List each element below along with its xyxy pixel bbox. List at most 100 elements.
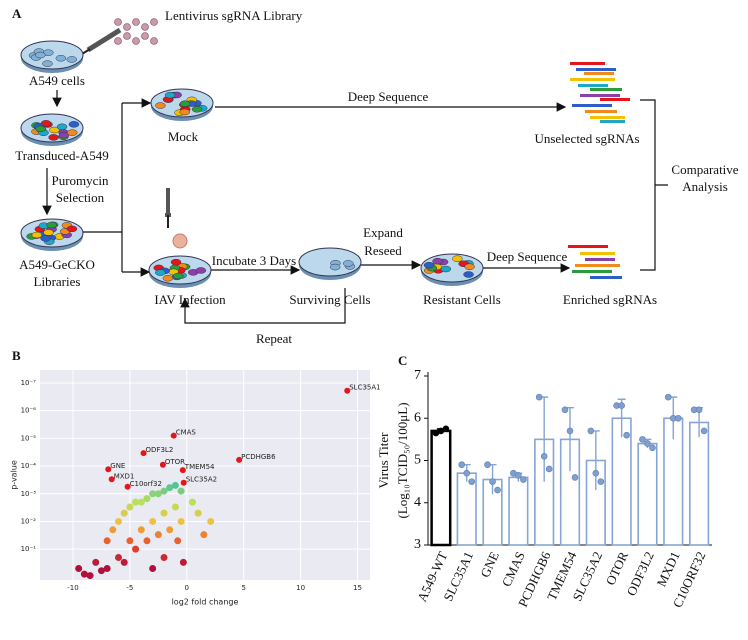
replicate: [695, 406, 703, 414]
cell: [440, 265, 452, 273]
sgrna: [575, 264, 620, 267]
y-tick-label: 4: [414, 495, 421, 510]
point: [160, 487, 168, 495]
sgrna: [580, 94, 620, 97]
y-axis-label: p-value: [10, 460, 19, 490]
panel-label: A: [12, 6, 22, 21]
point-label: MXD1: [114, 472, 135, 480]
replicate: [489, 478, 496, 485]
label: Libraries: [34, 274, 81, 289]
replicate: [515, 471, 522, 479]
point: [132, 498, 140, 506]
x-tick-label: 5: [241, 584, 245, 592]
y-tick-label: 10⁻²: [21, 517, 37, 525]
point: [108, 476, 115, 483]
label: A549-GeCKO: [19, 257, 95, 272]
replicate: [664, 393, 672, 401]
point: [80, 570, 88, 578]
point: [179, 558, 187, 566]
replicate: [623, 431, 630, 439]
replicate: [561, 406, 569, 414]
y-tick-label: 10⁻⁴: [21, 462, 37, 470]
replicate: [468, 478, 476, 485]
cell: [452, 255, 463, 262]
label: A549 cells: [29, 73, 85, 88]
point: [180, 479, 187, 486]
cell: [179, 108, 191, 116]
sgrna: [570, 78, 615, 81]
point: [105, 466, 112, 473]
replicate: [463, 469, 471, 477]
point: [115, 553, 123, 561]
label: Deep Sequence: [487, 249, 568, 264]
point: [92, 558, 100, 566]
point-label: ODF3L2: [146, 446, 174, 454]
virus: [132, 37, 140, 45]
sgrna: [584, 72, 614, 75]
replicate: [571, 474, 579, 481]
point: [149, 517, 157, 525]
y-tick-label: 10⁻⁷: [21, 379, 37, 387]
y-tick-label: 3: [414, 537, 421, 552]
label: Incubate 3 Days: [212, 253, 296, 268]
cell: [46, 221, 57, 229]
bar: [637, 442, 658, 546]
point: [126, 503, 134, 511]
point: [86, 572, 94, 580]
dish: [298, 247, 362, 277]
replicate: [442, 425, 450, 433]
diagram: A Lentivirus sgRNA Library A549 cells Tr…: [12, 6, 739, 346]
cell: [463, 271, 474, 278]
cell: [329, 263, 341, 271]
point: [207, 517, 215, 525]
point: [115, 517, 123, 525]
x-axis-label: log2 fold change: [172, 598, 239, 607]
point-label: PCDHGB6: [241, 453, 276, 461]
point: [143, 537, 151, 545]
replicate: [618, 402, 625, 409]
replicate: [535, 393, 543, 401]
virus: [141, 23, 149, 31]
cell: [35, 51, 46, 59]
sgrna: [578, 84, 608, 87]
cell: [55, 55, 67, 62]
point: [75, 565, 83, 573]
pipette-tip: [81, 48, 91, 55]
sgrna: [590, 276, 622, 279]
cell: [40, 235, 51, 242]
label: Enriched sgRNAs: [563, 292, 657, 307]
virus: [114, 18, 122, 26]
x-tick-label: 10: [296, 584, 305, 592]
point: [109, 526, 117, 534]
cell: [66, 225, 78, 233]
replicate: [540, 452, 548, 460]
virus: [172, 233, 188, 249]
point: [194, 509, 202, 517]
y-tick-label: 10⁻¹: [21, 545, 37, 553]
virus: [150, 37, 158, 45]
y-axis-label: (Log₁₀TCID₅₀/100μL): [395, 402, 410, 518]
replicate: [520, 476, 527, 483]
point-label: TMEM54: [184, 463, 215, 471]
y-tick-label: 6: [414, 410, 421, 425]
sgrna: [572, 270, 612, 273]
cell: [67, 129, 78, 136]
pipette-body: [86, 27, 122, 53]
virus: [114, 37, 122, 45]
replicate: [592, 469, 600, 477]
cell: [31, 231, 43, 239]
y-axis-label: Virus Titer: [376, 432, 391, 489]
point: [126, 537, 134, 545]
label: Repeat: [256, 331, 292, 346]
point: [120, 509, 128, 517]
bar: [688, 421, 710, 546]
replicate: [649, 444, 656, 452]
y-tick-label: 10⁻⁶: [21, 407, 37, 415]
point: [120, 558, 128, 566]
point: [188, 498, 196, 506]
sgrna: [570, 62, 605, 65]
point: [103, 537, 111, 545]
replicate: [566, 427, 574, 435]
sgrna: [600, 98, 630, 101]
sgrna: [600, 120, 625, 123]
